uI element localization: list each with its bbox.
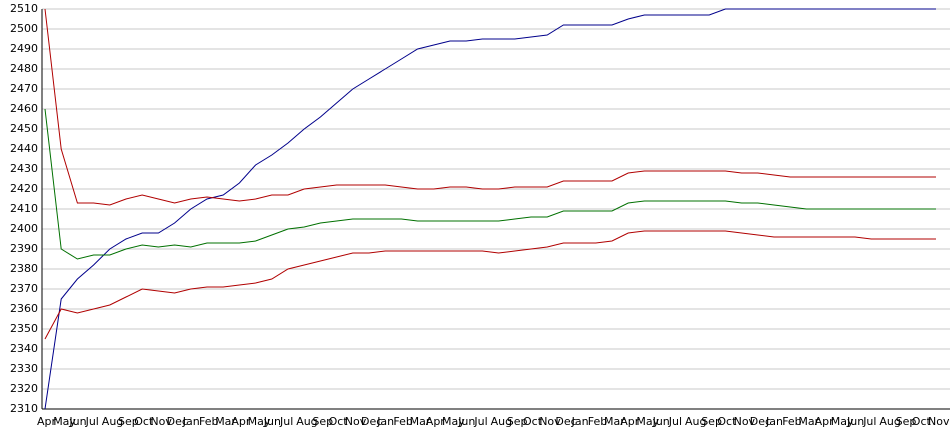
x-tick-label: May <box>831 415 854 428</box>
x-tick-label: Jul <box>473 415 487 428</box>
x-tick-label: Jan <box>571 415 589 428</box>
y-tick-label: 2370 <box>10 282 38 295</box>
x-tick-label: May <box>442 415 465 428</box>
y-tick-label: 2330 <box>10 362 38 375</box>
series-line <box>44 8 936 410</box>
x-tick-label: Mar <box>604 415 625 428</box>
x-tick-label: Nov <box>734 415 756 428</box>
y-tick-label: 2460 <box>10 102 38 115</box>
x-tick-label: Dec <box>750 415 771 428</box>
x-tick-label: Feb <box>782 415 801 428</box>
x-tick-label: Dec <box>361 415 382 428</box>
x-tick-label: Apr <box>426 415 446 428</box>
x-tick-label: Nov <box>928 415 950 428</box>
x-tick-label: Jun <box>68 415 86 428</box>
x-tick-label: Jun <box>846 415 864 428</box>
x-tick-label: Oct <box>523 415 543 428</box>
x-tick-label: Nov <box>150 415 172 428</box>
y-tick-label: 2490 <box>10 42 38 55</box>
x-tick-label: May <box>636 415 659 428</box>
x-tick-label: Oct <box>912 415 932 428</box>
y-tick-label: 2410 <box>10 202 38 215</box>
x-tick-label: Apr <box>37 415 57 428</box>
x-tick-label: Sep <box>118 415 139 428</box>
x-tick-label: Feb <box>199 415 218 428</box>
x-tick-label: Aug <box>491 415 512 428</box>
y-tick-label: 2380 <box>10 262 38 275</box>
y-tick-label: 2500 <box>10 22 38 35</box>
x-tick-label: Aug <box>685 415 706 428</box>
x-tick-label: Jan <box>376 415 394 428</box>
x-tick-label: Mar <box>410 415 431 428</box>
y-tick-label: 2430 <box>10 162 38 175</box>
x-tick-label: Mar <box>798 415 819 428</box>
x-tick-label: Apr <box>231 415 251 428</box>
y-tick-label: 2400 <box>10 222 38 235</box>
x-tick-label: Dec <box>555 415 576 428</box>
x-tick-label: Dec <box>167 415 188 428</box>
series-line <box>44 230 936 340</box>
x-tick-label: Jul <box>862 415 876 428</box>
y-tick-label: 2390 <box>10 242 38 255</box>
x-tick-label: Jan <box>765 415 783 428</box>
x-tick-label: Aug <box>296 415 317 428</box>
x-tick-label: Nov <box>539 415 561 428</box>
x-tick-label: Nov <box>345 415 367 428</box>
series-line <box>44 8 936 206</box>
x-tick-label: Jul <box>279 415 293 428</box>
y-tick-label: 2350 <box>10 322 38 335</box>
x-tick-label: Sep <box>507 415 528 428</box>
x-tick-label: May <box>53 415 76 428</box>
y-tick-label: 2310 <box>10 402 38 415</box>
x-tick-label: Oct <box>329 415 349 428</box>
y-tick-label: 2470 <box>10 82 38 95</box>
y-tick-label: 2480 <box>10 62 38 75</box>
x-tick-label: Mar <box>215 415 236 428</box>
x-tick-label: Aug <box>102 415 123 428</box>
y-tick-label: 2450 <box>10 122 38 135</box>
series-line <box>44 108 936 260</box>
x-tick-label: Jun <box>457 415 475 428</box>
x-tick-label: Jan <box>182 415 200 428</box>
x-tick-label: Apr <box>620 415 640 428</box>
y-tick-label: 2340 <box>10 342 38 355</box>
y-tick-label: 2360 <box>10 302 38 315</box>
x-tick-label: Sep <box>896 415 917 428</box>
y-tick-label: 2420 <box>10 182 38 195</box>
y-tick-label: 2320 <box>10 382 38 395</box>
x-tick-label: Oct <box>717 415 737 428</box>
x-tick-label: Jul <box>668 415 682 428</box>
x-tick-label: Apr <box>815 415 835 428</box>
x-tick-label: Sep <box>312 415 333 428</box>
x-tick-label: Feb <box>393 415 412 428</box>
x-tick-label: May <box>248 415 271 428</box>
x-tick-label: Aug <box>879 415 900 428</box>
x-tick-label: Sep <box>701 415 722 428</box>
x-tick-label: Jun <box>652 415 670 428</box>
y-tick-label: 2510 <box>10 2 38 15</box>
x-tick-label: Jul <box>85 415 99 428</box>
x-tick-label: Jun <box>263 415 281 428</box>
x-tick-label: Feb <box>588 415 607 428</box>
y-tick-label: 2440 <box>10 142 38 155</box>
x-tick-label: Oct <box>134 415 154 428</box>
